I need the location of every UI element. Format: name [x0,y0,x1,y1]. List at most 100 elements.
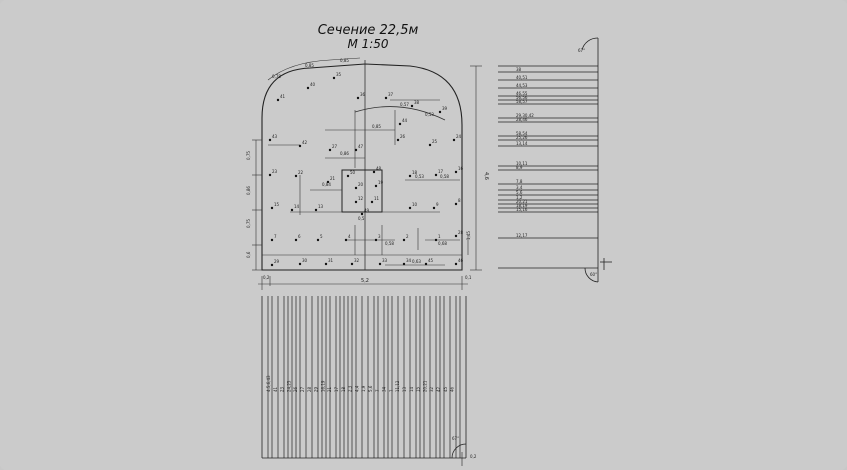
left-dim-1: 0,75 [246,151,251,160]
drawing-scale: М 1:50 [347,37,388,51]
hole-marker [268,173,272,177]
arc-dim-1: 0,78 [272,74,281,79]
hole-number: 40 [310,82,316,87]
hole-marker [270,206,274,210]
charge-label: 56,56 [516,95,528,100]
hole-number: 37 [388,92,394,97]
dimension-labels: 0,78 0,85 0,85 0,57 0,53 0,85 0,86 0,84 … [246,58,449,264]
hole-number: 26 [400,134,406,139]
hole-marker [398,122,402,126]
charge-label: 42 [436,386,441,392]
hole-marker [424,262,428,266]
hole-marker [384,96,388,100]
arc-dim-2: 0,85 [305,63,314,68]
charge-label: 41 [273,386,278,392]
bottom-dim-right: 0,2 [470,454,477,459]
inner-dim-11: 0,63 [412,259,421,264]
height-label: 4,6 [483,172,489,180]
right-corner-dim: 0,1 [465,275,472,280]
hole-marker [314,208,318,212]
inner-dim-3: 0,84 [322,182,331,187]
hole-number: 50 [350,170,356,175]
hole-marker [396,138,400,142]
hole-number: 33 [382,258,388,263]
inner-dim-8: 0,58 [440,174,449,179]
charge-label: 12,17 [516,233,528,238]
charge-label: 23 [280,386,285,392]
charge-label: 15 [416,386,421,392]
hole-number: 20 [358,182,364,187]
hole-number: 38 [414,100,420,105]
charge-label: 7,8 [516,179,523,184]
hole-marker [294,174,298,178]
hole-marker [306,86,310,90]
hole-marker [454,202,458,206]
charge-label: 29,30,42 [516,113,534,118]
hole-marker [360,212,364,216]
hole-marker [410,104,414,108]
hole-number: 13 [318,204,324,209]
charge-label: 29 [314,386,319,392]
charge-label: 15,16 [516,207,528,212]
charge-label: 58,57 [516,99,528,104]
hole-marker [454,170,458,174]
hole-marker [290,208,294,212]
hole-number: 5 [320,234,323,239]
inner-dim-2: 0,86 [340,151,349,156]
hole-marker [374,184,378,188]
inner-dim-1: 0,85 [372,124,381,129]
hole-number: 19 [378,180,384,185]
hole-number: 43 [272,134,278,139]
hole-marker [434,238,438,242]
hole-number: 47 [358,144,364,149]
section-outline [261,63,463,271]
hole-marker [298,144,302,148]
cut-rectangle [341,169,383,213]
hole-number: 4 [348,234,351,239]
hole-number: 31 [328,258,334,263]
hole-number: 14 [294,204,300,209]
hole-marker [408,206,412,210]
charge-label: 10,11 [516,161,528,166]
hole-marker [344,238,348,242]
hole-marker [354,200,358,204]
charge-label: 46,55 [516,91,528,96]
charge-label: 13 [402,386,407,392]
hole-marker [324,262,328,266]
charge-label: 27 [300,386,305,392]
hole-number: 36 [360,92,366,97]
charge-label: 14 [409,386,414,392]
hole-marker [298,262,302,266]
hole-number: 32 [354,258,360,263]
charge-label: 8,9 [516,165,523,170]
hole-number: 35 [336,72,342,77]
charge-label: 2,3 [348,385,353,392]
hole-marker [434,173,438,177]
hole-marker [270,238,274,242]
charge-label: 1 [388,389,393,392]
hole-marker [328,148,332,152]
charge-label: 46 [450,386,455,392]
arc-dim-3: 0,85 [340,58,349,63]
hole-number: 39 [442,106,448,111]
inner-dim-6: 0,53 [425,112,434,117]
charge-label: 44,53 [516,83,528,88]
hole-number: 41 [280,94,286,99]
hole-marker [438,110,442,114]
charge-label: 38 [516,67,522,72]
hole-number: 6 [298,234,301,239]
hole-marker [268,138,272,142]
hole-marker [370,200,374,204]
hole-marker [350,262,354,266]
hole-number: 23 [272,169,278,174]
hole-number: 8 [458,198,461,203]
charge-label: 5,6 [368,385,373,392]
hole-number: 18 [412,170,418,175]
hole-number: 10 [412,202,418,207]
inner-arc [354,106,446,121]
hole-number: 48 [376,166,382,171]
arc-dimension [267,57,361,81]
charge-label: 28,46 [516,117,528,122]
hole-number: 42 [302,140,308,145]
